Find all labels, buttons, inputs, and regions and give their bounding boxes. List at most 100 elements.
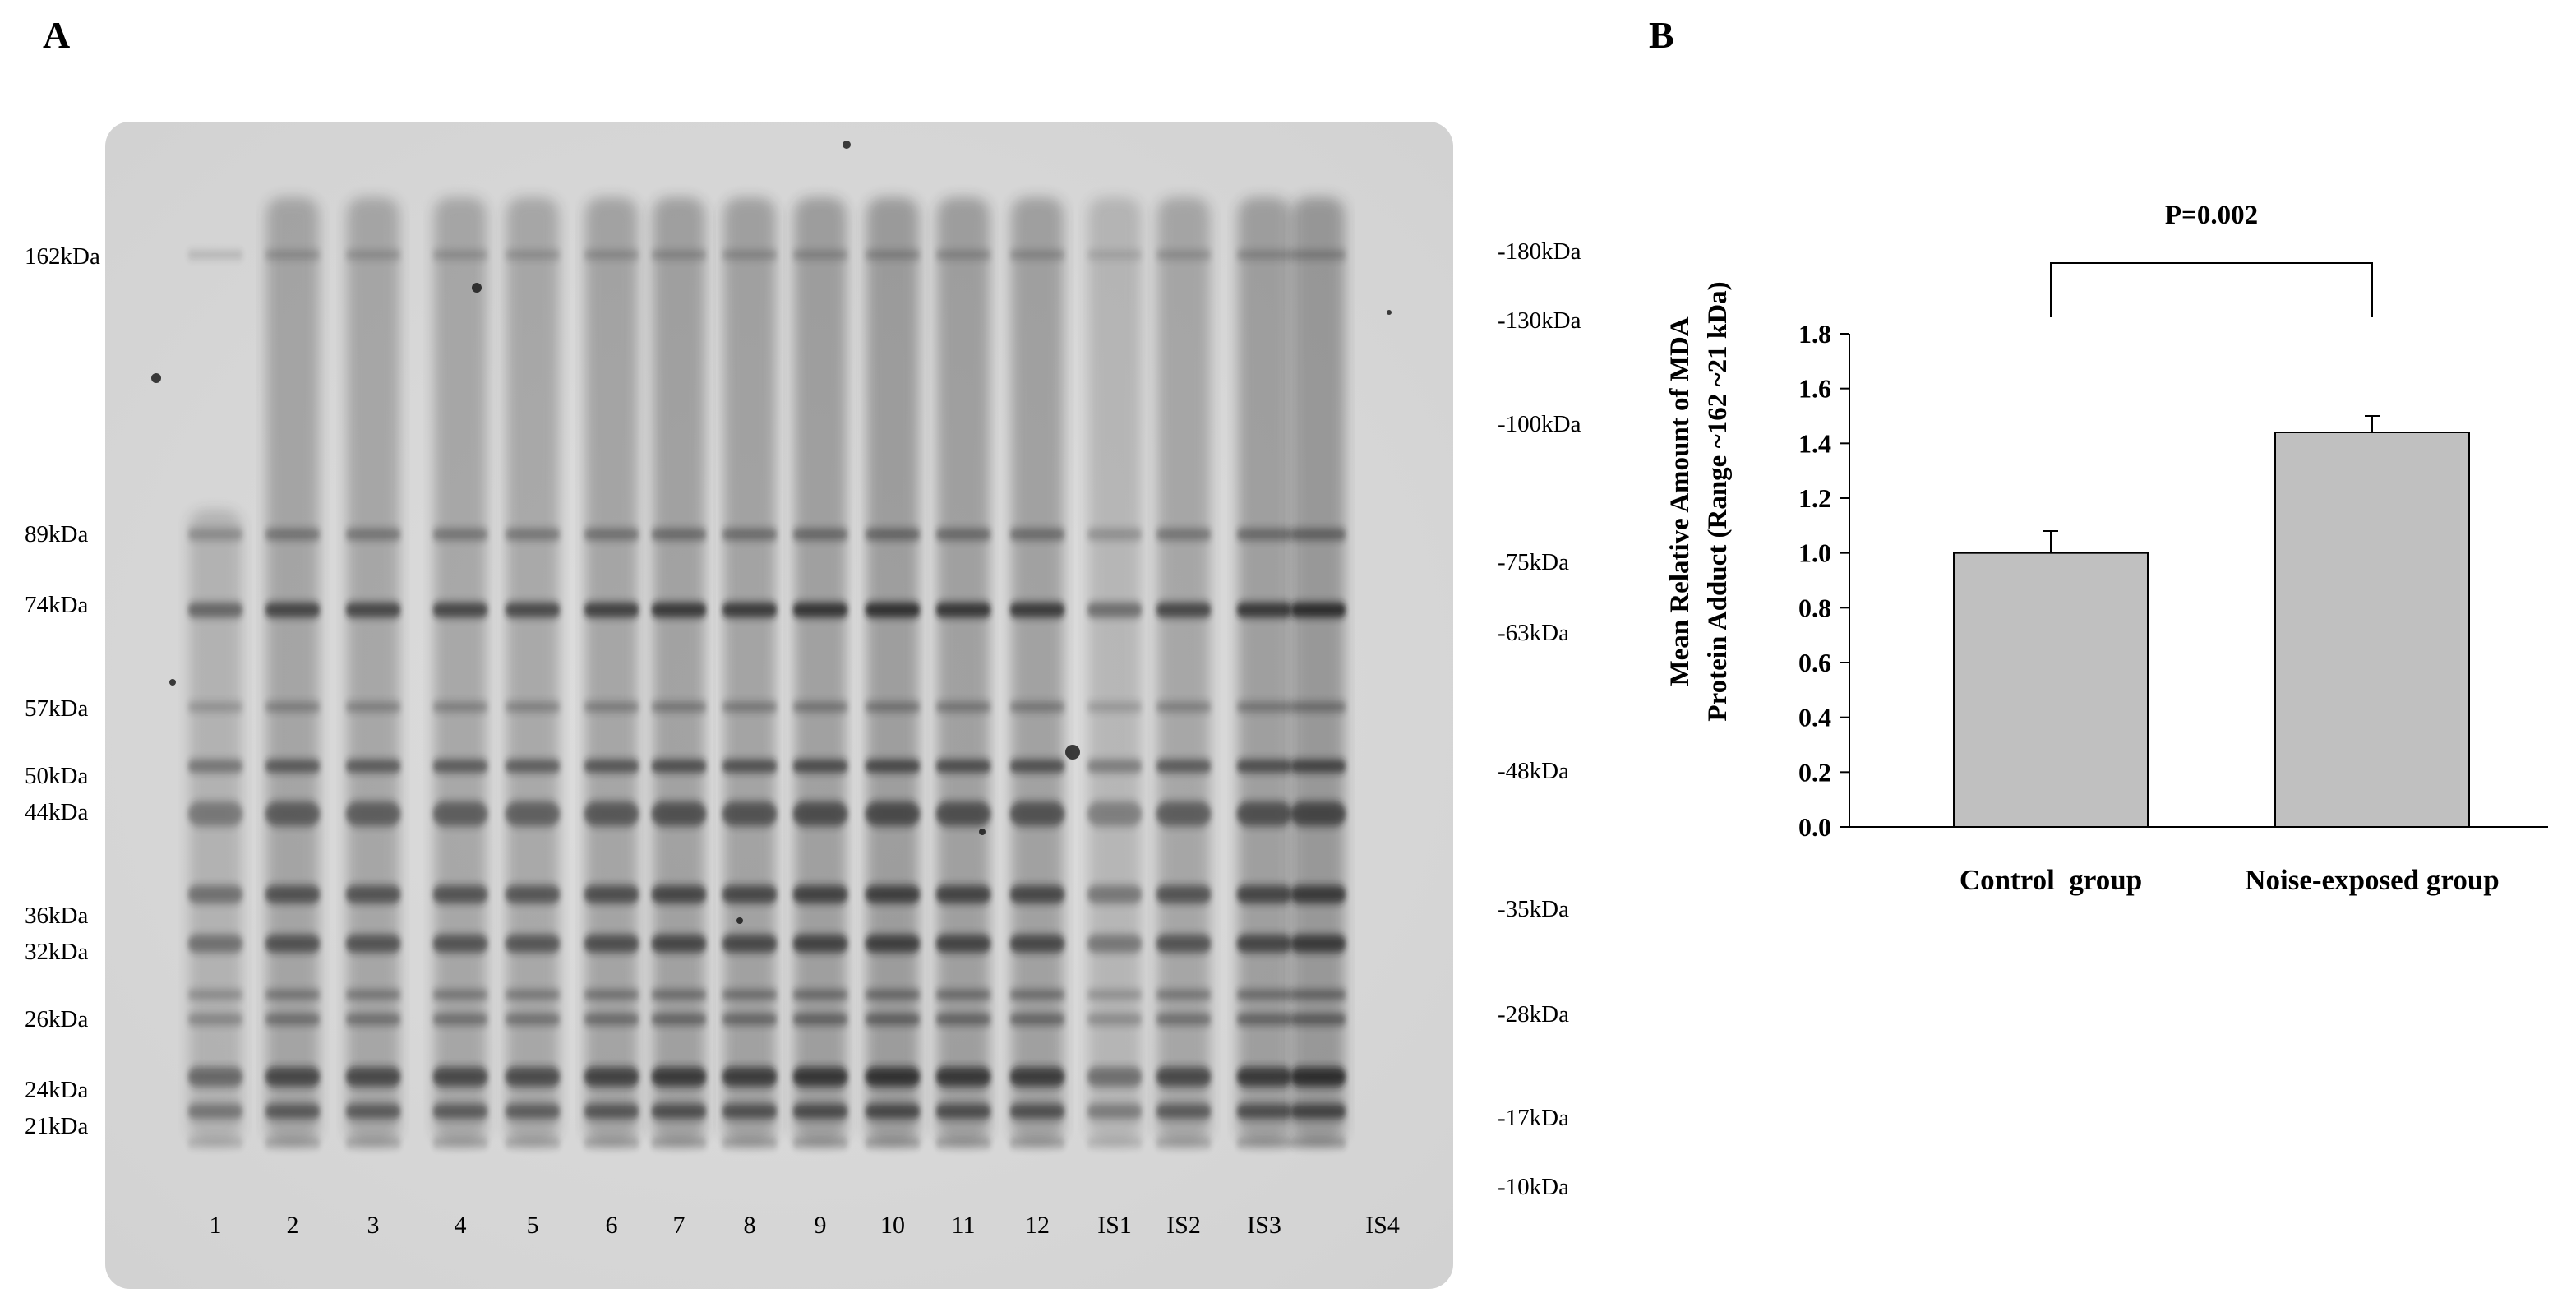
significance-bracket — [2050, 262, 2373, 317]
gel-band — [187, 251, 243, 259]
gel-lane-smear — [937, 197, 990, 1143]
gel-band — [722, 1014, 778, 1025]
gel-band — [1009, 529, 1065, 540]
gel-band — [792, 529, 848, 540]
gel-lane-smear — [1157, 197, 1210, 1143]
y-tick-label: 0.0 — [1798, 812, 1831, 842]
gel-band — [935, 1014, 991, 1025]
gel-band — [1236, 702, 1292, 712]
gel-lane-smear — [347, 197, 399, 1143]
gel-band — [1009, 885, 1065, 903]
gel-band — [1236, 251, 1292, 259]
gel-band — [505, 1138, 561, 1148]
gel-band — [651, 1138, 707, 1148]
gel-band — [651, 760, 707, 773]
gel-band — [792, 885, 848, 903]
gel-band — [1290, 760, 1346, 773]
gel-lane-smear — [1238, 197, 1290, 1143]
gel-speck — [472, 283, 482, 293]
gel-band — [432, 935, 488, 953]
gel-lane-smear — [1088, 197, 1141, 1143]
gel-band — [865, 1104, 921, 1119]
gel-band — [1156, 1104, 1212, 1119]
gel-band — [865, 990, 921, 1000]
gel-band — [432, 603, 488, 617]
lane-label-5: 5 — [526, 1212, 539, 1239]
gel-band — [1156, 990, 1212, 1000]
gel-band — [187, 1014, 243, 1025]
gel-band — [1236, 801, 1292, 826]
gel-band — [584, 990, 639, 1000]
marker-left-57: 57kDa — [25, 695, 89, 722]
gel-band — [651, 251, 707, 259]
gel-band — [265, 990, 321, 1000]
gel-band — [935, 1104, 991, 1119]
gel-band — [722, 702, 778, 712]
gel-band — [1236, 1138, 1292, 1148]
gel-band — [1156, 760, 1212, 773]
gel-band — [584, 935, 639, 953]
gel-band — [1087, 1014, 1143, 1025]
gel-band — [432, 801, 488, 826]
gel-band — [722, 885, 778, 903]
gel-band — [651, 990, 707, 1000]
gel-band — [1236, 1104, 1292, 1119]
gel-band — [1009, 251, 1065, 259]
gel-band — [792, 990, 848, 1000]
gel-lane-smear — [723, 197, 776, 1143]
gel-band — [1087, 702, 1143, 712]
bar-control — [1953, 552, 2149, 828]
gel-band — [187, 702, 243, 712]
lane-label-2: 2 — [286, 1212, 299, 1239]
gel-band — [865, 760, 921, 773]
marker-right-180: -180kDa — [1498, 238, 1581, 265]
marker-left-89: 89kDa — [25, 521, 89, 547]
lane-label-3: 3 — [367, 1212, 380, 1239]
gel-band — [1236, 990, 1292, 1000]
gel-band — [505, 603, 561, 617]
gel-band — [584, 529, 639, 540]
gel-band — [1290, 1138, 1346, 1148]
panel-a-letter: A — [43, 14, 71, 56]
gel-band — [651, 1104, 707, 1119]
gel-band — [1156, 251, 1212, 259]
marker-right-10: -10kDa — [1498, 1174, 1569, 1200]
gel-band — [792, 935, 848, 953]
gel-band — [505, 702, 561, 712]
marker-right-75: -75kDa — [1498, 549, 1569, 575]
gel-band — [187, 1138, 243, 1148]
gel-band — [1156, 801, 1212, 826]
gel-band — [187, 885, 243, 903]
gel-band — [505, 1067, 561, 1087]
gel-band — [722, 1067, 778, 1087]
gel-band — [345, 885, 401, 903]
mda-adduct-bar-chart: Mean Relative Amount of MDA Protein Addu… — [1665, 201, 2548, 896]
gel-band — [584, 1014, 639, 1025]
gel-band — [935, 251, 991, 259]
gel-band — [865, 935, 921, 953]
western-blot-gel-image — [105, 122, 1453, 1289]
gel-band — [722, 990, 778, 1000]
gel-band — [1290, 1104, 1346, 1119]
marker-right-100: -100kDa — [1498, 411, 1581, 437]
gel-band — [1290, 1014, 1346, 1025]
gel-band — [651, 1014, 707, 1025]
gel-band — [345, 801, 401, 826]
gel-band — [1290, 251, 1346, 259]
gel-band — [792, 1104, 848, 1119]
gel-speck — [151, 373, 161, 383]
gel-band — [792, 1138, 848, 1148]
y-tick-label: 1.2 — [1798, 483, 1831, 513]
y-axis-title-line1: Mean Relative Amount of MDA — [1665, 316, 1695, 686]
marker-right-35: -35kDa — [1498, 896, 1569, 922]
gel-band — [1009, 1014, 1065, 1025]
gel-band — [505, 1104, 561, 1119]
gel-speck — [169, 679, 176, 686]
gel-band — [187, 1067, 243, 1087]
marker-left-44: 44kDa — [25, 799, 89, 825]
gel-band — [1156, 702, 1212, 712]
bar-noise-exposed — [2274, 432, 2470, 828]
gel-band — [345, 1104, 401, 1119]
gel-band — [935, 702, 991, 712]
gel-band — [345, 529, 401, 540]
